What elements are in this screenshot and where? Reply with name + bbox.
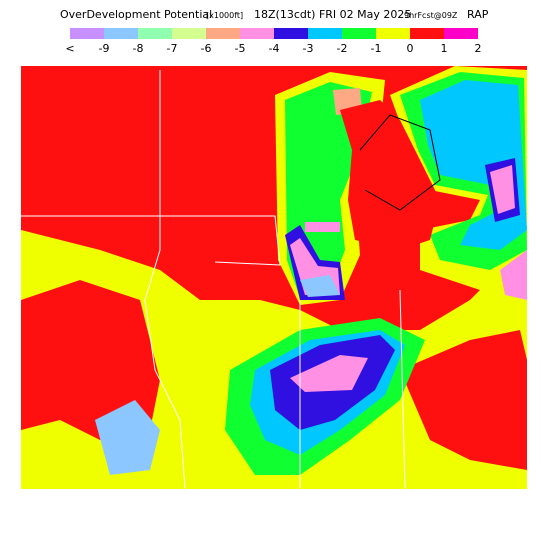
- legend-label: -5: [235, 42, 246, 55]
- field-red: [21, 280, 160, 440]
- legend-swatch: [444, 28, 478, 39]
- legend-label: 1: [441, 42, 448, 55]
- legend: < -9 -8 -7 -6 -5 -4 -3 -2 -1 0 1 2: [65, 28, 482, 55]
- title: OverDevelopment Potential: [60, 8, 212, 21]
- field-lightblue: [95, 400, 160, 475]
- field-red: [340, 100, 440, 250]
- legend-swatch: [274, 28, 308, 39]
- contour: [359, 114, 441, 211]
- field-pink: [490, 165, 515, 214]
- legend-swatch: [206, 28, 240, 39]
- legend-label: -2: [337, 42, 348, 55]
- state-border: [144, 70, 186, 490]
- units: [x1000ft]: [206, 11, 243, 20]
- legend-swatch: [308, 28, 342, 39]
- legend-swatch: [138, 28, 172, 39]
- legend-swatch: [376, 28, 410, 39]
- legend-label: -9: [99, 42, 110, 55]
- legend-label: -6: [201, 42, 212, 55]
- field-lightblue: [300, 275, 340, 297]
- legend-swatch: [172, 28, 206, 39]
- legend-label: -4: [269, 42, 280, 55]
- legend-label: -1: [371, 42, 382, 55]
- state-border: [399, 289, 406, 490]
- legend-label: -3: [303, 42, 314, 55]
- forecast: 9hrFcst@09Z: [404, 11, 458, 20]
- state-border: [21, 215, 281, 266]
- legend-swatch: [70, 28, 104, 39]
- model: RAP: [467, 8, 489, 21]
- legend-label: <: [65, 42, 74, 55]
- valid-time: 18Z(13cdt) FRI 02 May 2025: [254, 8, 411, 21]
- field-pink: [500, 250, 527, 300]
- field-red: [400, 330, 527, 470]
- legend-swatch: [240, 28, 274, 39]
- field-pink: [305, 222, 340, 232]
- legend-label: 0: [407, 42, 414, 55]
- legend-label: -8: [133, 42, 144, 55]
- legend-swatch: [410, 28, 444, 39]
- legend-label: -7: [167, 42, 178, 55]
- legend-label: 2: [475, 42, 482, 55]
- legend-swatch: [342, 28, 376, 39]
- map: [21, 66, 527, 490]
- legend-swatch: [104, 28, 138, 39]
- field-pink: [290, 355, 368, 392]
